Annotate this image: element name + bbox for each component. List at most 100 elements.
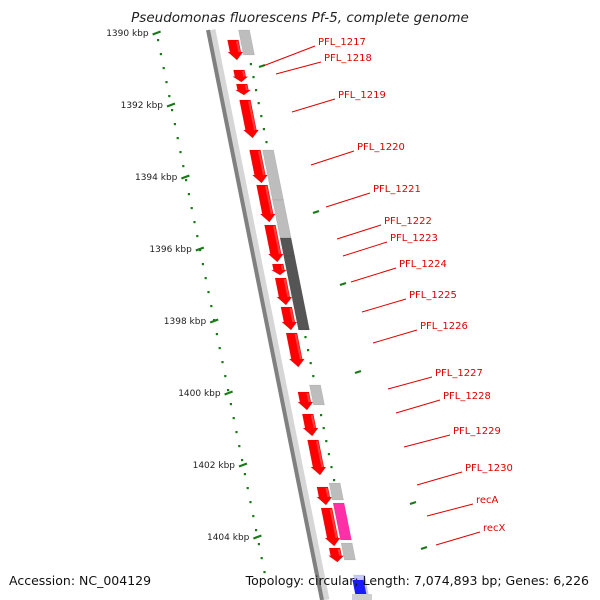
gene-label-PFL_1219[interactable]: PFL_1219: [338, 90, 386, 101]
inner-ruler-dot: [255, 89, 258, 92]
label-leader-PFL_1226: [372, 329, 418, 344]
label-leader-PFL_1227: [387, 376, 433, 390]
gene-label-recA[interactable]: recA: [476, 495, 499, 506]
inner-tick: [409, 500, 417, 506]
feature-layer: [227, 29, 372, 600]
inner-ruler-dot: [309, 362, 312, 365]
ruler-dot: [260, 557, 263, 560]
bottom-gray-feature[interactable]: [352, 594, 372, 600]
backbone-shadow: [206, 29, 330, 600]
gene-label-PFL_1227[interactable]: PFL_1227: [435, 368, 483, 379]
gene-label-PFL_1221[interactable]: PFL_1221: [373, 184, 421, 195]
cds-forward-13-highlight: [310, 414, 316, 429]
cds-forward-8[interactable]: [270, 263, 288, 276]
ruler-dot: [182, 165, 185, 168]
ruler-dot: [249, 501, 252, 504]
gene-label-recX[interactable]: recX: [483, 523, 506, 534]
ruler-dot: [201, 263, 204, 266]
cds-forward-8-highlight: [280, 264, 284, 271]
major-tick: [253, 534, 262, 540]
tick-label-1402: 1402 kbp: [193, 461, 236, 471]
label-leader-PFL_1219: [291, 98, 336, 113]
gene-label-PFL_1224[interactable]: PFL_1224: [399, 259, 447, 270]
cds-forward-16[interactable]: [320, 507, 341, 547]
cds-forward-9[interactable]: [274, 277, 293, 306]
inner-ruler-dot: [320, 414, 323, 417]
ruler-dot: [187, 193, 190, 196]
gene-gray-5[interactable]: [328, 482, 344, 501]
cds-forward-13[interactable]: [301, 413, 319, 437]
tick-label-1398: 1398 kbp: [164, 317, 207, 327]
gene-label-PFL_1228[interactable]: PFL_1228: [443, 391, 491, 402]
ruler-dot: [243, 473, 246, 476]
gene-label-PFL_1223[interactable]: PFL_1223: [390, 233, 438, 244]
ruler-dot: [162, 67, 165, 70]
cds-forward-17[interactable]: [327, 547, 345, 563]
cds-forward-2[interactable]: [231, 69, 249, 83]
cds-forward-10[interactable]: [280, 306, 298, 331]
gene-label-PFL_1220[interactable]: PFL_1220: [357, 142, 405, 153]
cds-forward-3[interactable]: [234, 83, 252, 96]
cds-forward-7-highlight: [273, 225, 281, 255]
gene-gray-1[interactable]: [238, 29, 255, 56]
cds-forward-5[interactable]: [249, 149, 269, 184]
ruler-dot: [179, 151, 182, 154]
ruler-dot: [224, 375, 227, 378]
cds-forward-12-highlight: [306, 392, 311, 403]
cds-forward-14-highlight: [316, 440, 324, 468]
inner-tick: [354, 369, 362, 375]
cds-forward-6[interactable]: [256, 184, 276, 223]
major-tick: [152, 30, 161, 36]
cds-forward-15-highlight: [325, 487, 330, 498]
cds-forward-15[interactable]: [316, 486, 333, 506]
cds-forward-7[interactable]: [264, 224, 284, 263]
cds-forward-11[interactable]: [285, 332, 305, 368]
ruler-dot: [218, 347, 221, 350]
ruler-dot: [168, 95, 171, 98]
label-leader-PFL_1218: [275, 61, 322, 75]
inner-ruler-dot: [304, 336, 307, 339]
gene-dark-1[interactable]: [279, 237, 296, 257]
inner-ruler-dot: [322, 427, 325, 430]
tick-label-1400: 1400 kbp: [178, 389, 221, 399]
ruler-dot: [199, 249, 202, 252]
ruler-dot: [190, 207, 193, 210]
gene-gray-6[interactable]: [340, 542, 356, 561]
gene-dark-2[interactable]: [283, 255, 310, 331]
gene-label-PFL_1230[interactable]: PFL_1230: [465, 463, 513, 474]
ruler-dot: [173, 123, 176, 126]
label-leader-PFL_1224: [350, 267, 397, 283]
gene-label-PFL_1229[interactable]: PFL_1229: [453, 426, 501, 437]
cds-forward-14[interactable]: [307, 439, 327, 476]
label-leader-recA: [426, 503, 474, 517]
gene-label-PFL_1226[interactable]: PFL_1226: [420, 321, 468, 332]
gene-label-PFL_1218[interactable]: PFL_1218: [324, 53, 372, 64]
cds-forward-4[interactable]: [239, 99, 260, 139]
cds-forward-9-highlight: [283, 278, 290, 298]
ruler-dot: [221, 361, 224, 364]
ruler-dot: [255, 529, 258, 532]
tick-label-1392: 1392 kbp: [121, 101, 164, 111]
gene-gray-4[interactable]: [309, 384, 325, 406]
ruler-dot: [210, 305, 213, 308]
inner-ruler-dot: [265, 141, 268, 144]
inner-ruler-dot: [260, 115, 263, 118]
gene-magenta-1[interactable]: [332, 502, 352, 541]
cds-forward-4-highlight: [248, 100, 256, 131]
label-leader-PFL_1229: [403, 434, 451, 448]
cds-forward-1[interactable]: [227, 39, 244, 61]
backbone-layer: [206, 29, 330, 600]
cds-forward-12[interactable]: [297, 391, 314, 411]
ruler-dot: [238, 445, 241, 448]
major-tick: [181, 174, 190, 180]
gene-label-PFL_1217[interactable]: PFL_1217: [318, 37, 366, 48]
inner-ruler-dot: [325, 440, 328, 443]
label-leader-PFL_1221: [325, 192, 371, 208]
gene-label-PFL_1222[interactable]: PFL_1222: [384, 216, 432, 227]
ruler-dot: [235, 431, 238, 434]
label-leader-PFL_1222: [336, 224, 382, 240]
tick-label-1394: 1394 kbp: [135, 173, 178, 183]
label-leader-PFL_1217: [262, 45, 316, 67]
gene-label-PFL_1225[interactable]: PFL_1225: [409, 290, 457, 301]
tick-label-1396: 1396 kbp: [149, 245, 192, 255]
